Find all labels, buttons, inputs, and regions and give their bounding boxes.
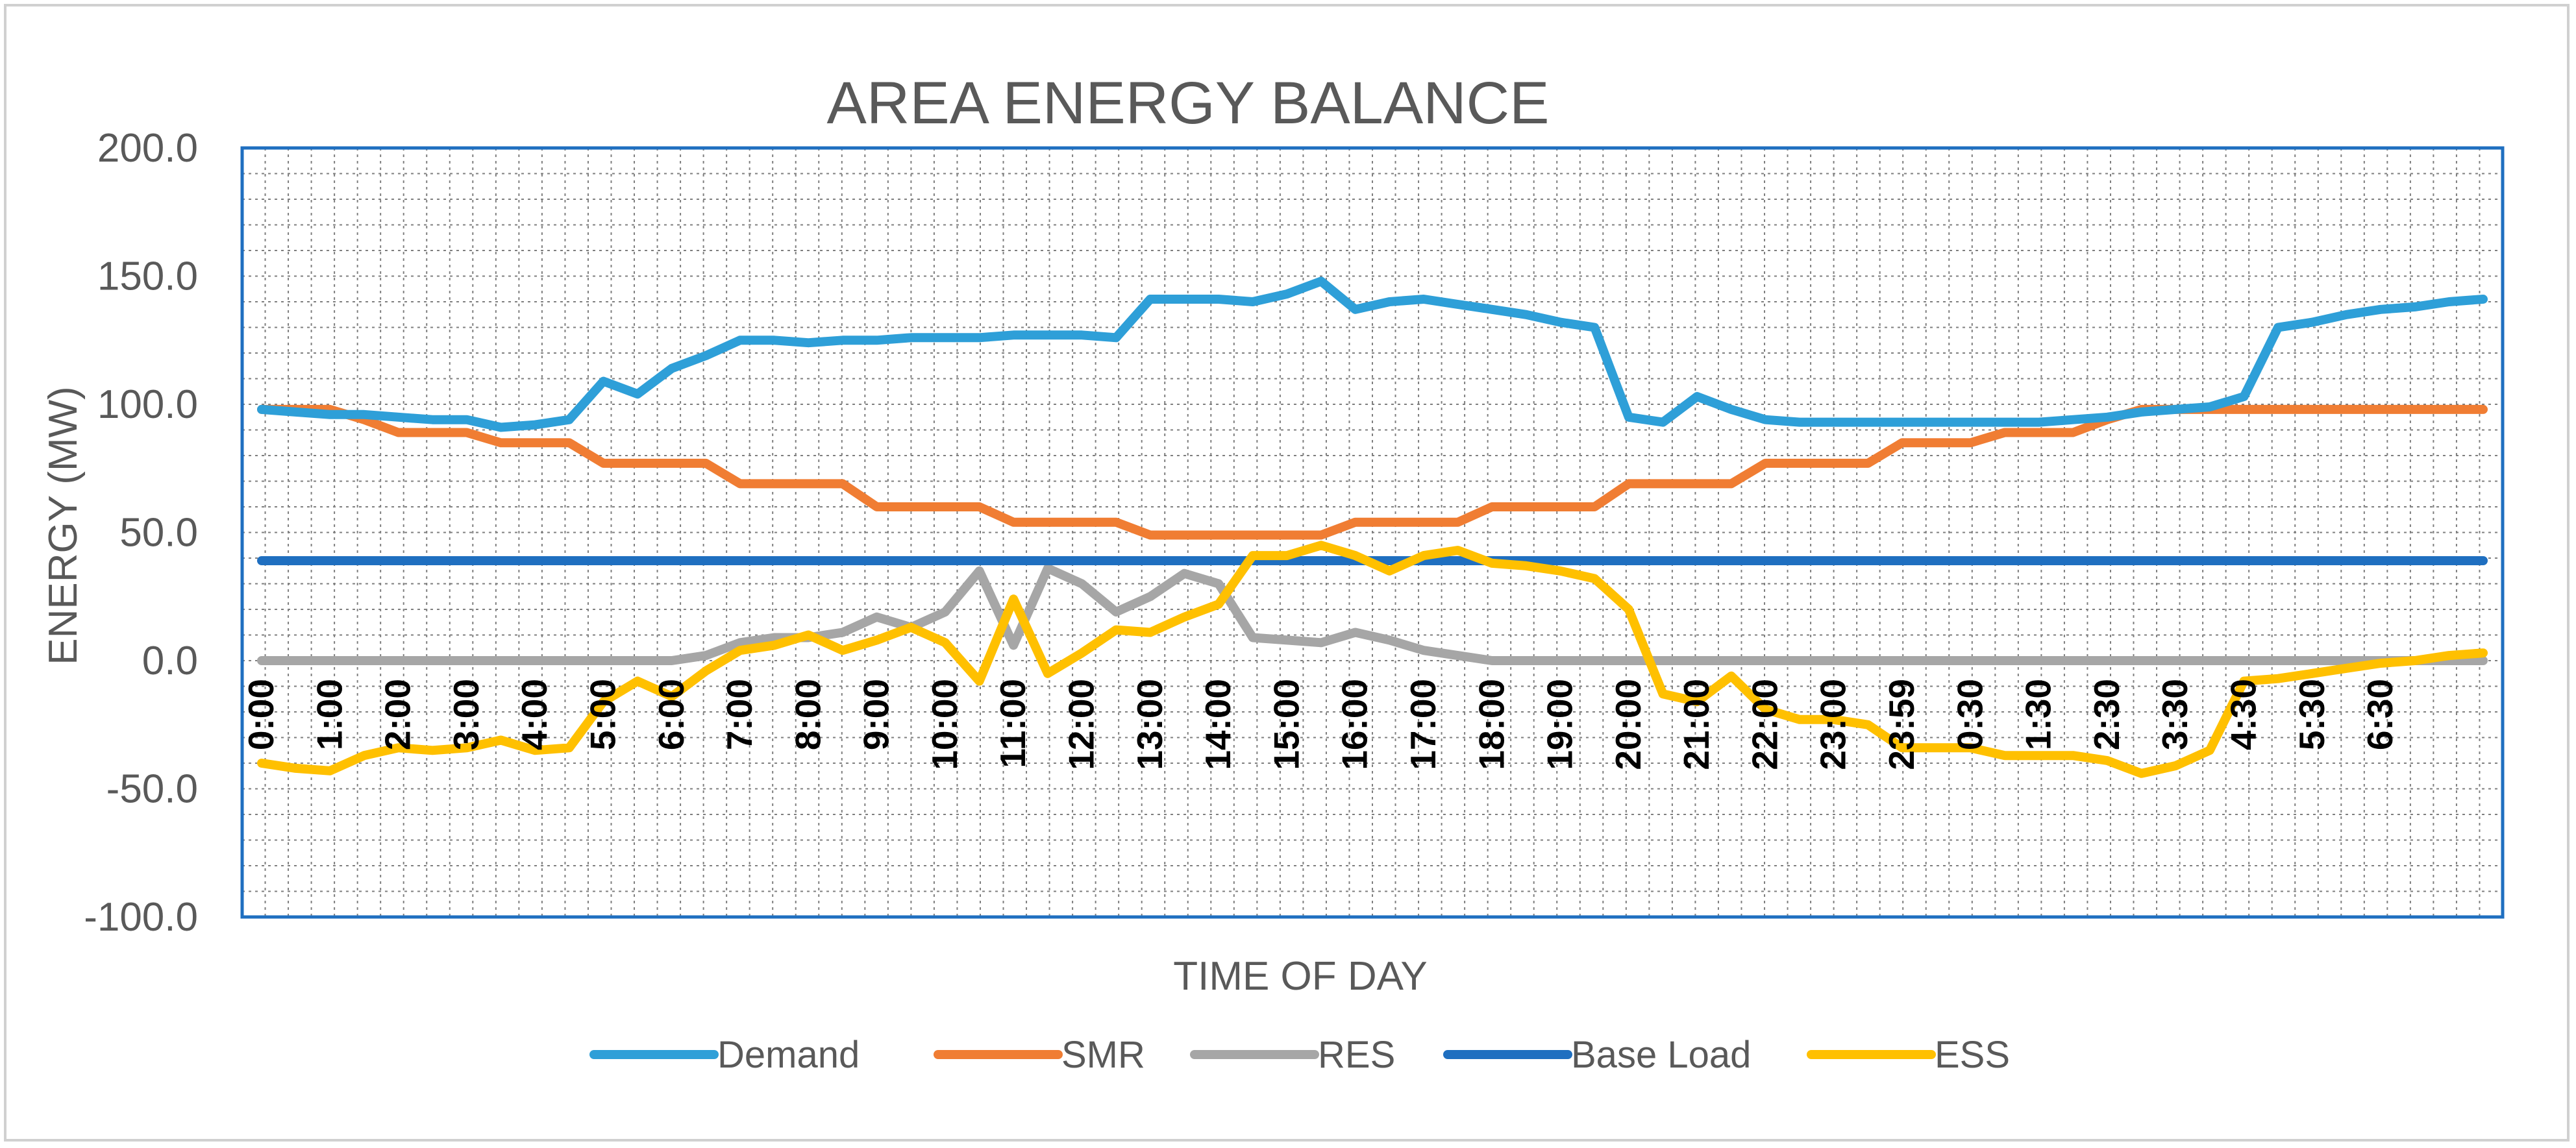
x-tick-label: 3:00 — [446, 679, 486, 750]
x-tick-label: 20:00 — [1608, 679, 1648, 770]
legend-item-base-load: Base Load — [1443, 1034, 1751, 1076]
x-tick-label: 18:00 — [1471, 679, 1511, 770]
x-tick-label: 8:00 — [787, 679, 828, 750]
x-tick-label: 1:00 — [309, 679, 349, 750]
legend-item-ess: ESS — [1807, 1034, 2010, 1076]
x-tick-label: 0:30 — [1950, 679, 1990, 750]
series-line-res — [257, 563, 2488, 665]
y-tick-label: 200.0 — [97, 126, 198, 171]
chart-frame — [4, 4, 2570, 1142]
x-tick-label: 9:00 — [856, 679, 897, 750]
x-tick-label: 23:00 — [1813, 679, 1853, 770]
x-tick-label: 13:00 — [1130, 679, 1170, 770]
plot-border — [240, 146, 2505, 919]
plot-area: -100.0 -50.0 0.0 50.0 100.0 150.0 200.0 0:00 1:0… — [84, 126, 2505, 940]
x-tick-label: 6:30 — [2360, 679, 2400, 750]
legend-label: Base Load — [1571, 1034, 1751, 1076]
x-axis-label: TIME OF DAY — [1173, 954, 1428, 999]
y-tick-label: 150.0 — [97, 254, 198, 299]
gridlines — [242, 147, 2503, 918]
y-axis-label: ENERGY (MW) — [41, 386, 86, 665]
x-tick-label: 19:00 — [1540, 679, 1580, 770]
y-tick-label: -50.0 — [106, 767, 198, 812]
legend-label: SMR — [1061, 1034, 1145, 1076]
y-tick-label: 0.0 — [142, 639, 198, 683]
x-tick-label: 6:00 — [651, 679, 691, 750]
x-tick-label: 0:00 — [241, 679, 281, 750]
legend-item-demand: Demand — [589, 1034, 860, 1076]
legend-label: ESS — [1935, 1034, 2010, 1076]
x-tick-label: 17:00 — [1403, 679, 1443, 770]
x-tick-label: 5:30 — [2292, 679, 2332, 750]
x-tick-label: 12:00 — [1061, 679, 1102, 770]
x-tick-label: 11:00 — [993, 679, 1033, 768]
x-tick-label: 10:00 — [924, 679, 965, 770]
chart-title: AREA ENERGY BALANCE — [827, 70, 1550, 136]
x-tick-label: 14:00 — [1198, 679, 1238, 770]
legend: Demand SMR RES Base Load ESS — [589, 1034, 2010, 1076]
x-tick-label: 7:00 — [719, 679, 760, 750]
x-tick-label: 21:00 — [1676, 679, 1716, 770]
legend-item-smr: SMR — [934, 1034, 1145, 1076]
legend-label: Demand — [717, 1034, 860, 1076]
x-tick-label: 1:30 — [2018, 679, 2059, 750]
x-tick-label: 16:00 — [1335, 679, 1375, 770]
x-tick-label: 23:59 — [1881, 679, 1922, 770]
x-tick-label: 4:30 — [2223, 679, 2264, 750]
x-tick-label: 2:30 — [2087, 679, 2127, 750]
series-line-ess — [257, 541, 2488, 778]
series-line-demand — [257, 276, 2488, 432]
x-tick-label: 22:00 — [1744, 679, 1785, 770]
legend-label: RES — [1318, 1034, 1395, 1076]
x-tick-label: 3:30 — [2155, 679, 2195, 750]
x-tick-label: 4:00 — [514, 679, 554, 750]
x-tick-label: 15:00 — [1266, 679, 1306, 770]
y-tick-label: 50.0 — [119, 511, 198, 556]
legend-item-res: RES — [1190, 1034, 1395, 1076]
y-tick-label: -100.0 — [84, 895, 198, 940]
y-tick-label: 100.0 — [97, 382, 198, 427]
x-tick-label: 5:00 — [583, 679, 623, 750]
x-tick-label: 2:00 — [378, 679, 418, 750]
